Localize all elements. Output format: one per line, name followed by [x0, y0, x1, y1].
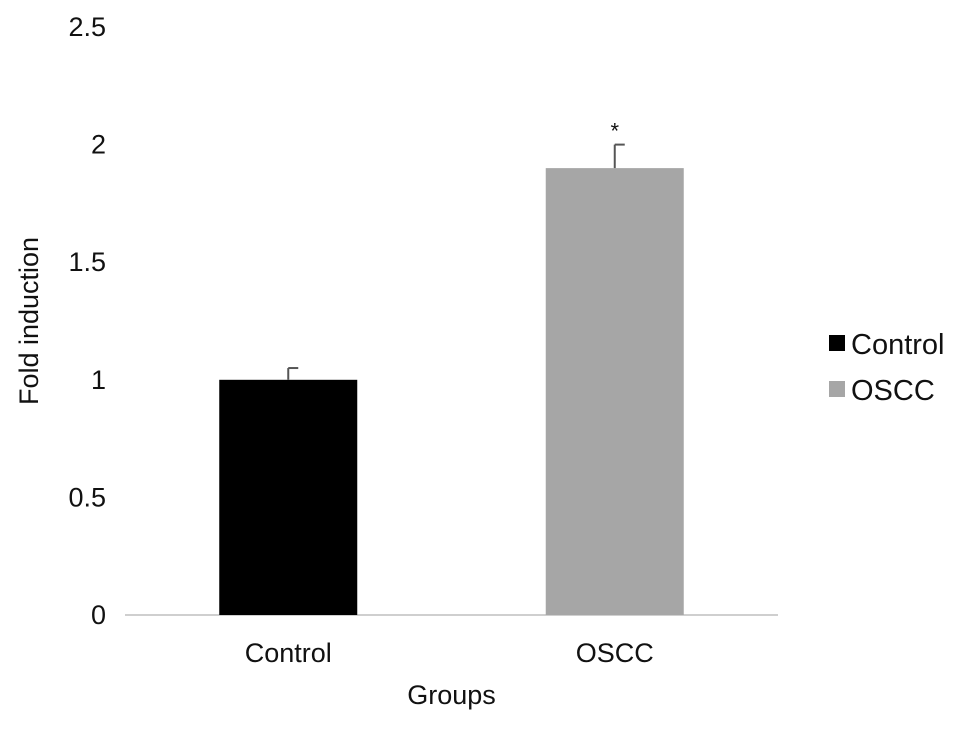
- x-axis-title: Groups: [407, 680, 496, 710]
- legend-label: Control: [851, 329, 945, 361]
- significance-marker: *: [610, 119, 619, 144]
- bar-oscc: [545, 168, 684, 615]
- legend-swatch: [829, 335, 845, 351]
- x-tick-label: OSCC: [576, 638, 654, 668]
- y-tick-label: 0.5: [68, 482, 106, 512]
- y-tick-label: 1.5: [68, 247, 106, 277]
- y-tick-label: 1: [91, 365, 106, 395]
- y-tick-label: 2: [91, 130, 106, 160]
- legend-swatch: [829, 381, 845, 397]
- y-tick-label: 0: [91, 600, 106, 630]
- y-axis-title: Fold induction: [14, 237, 44, 405]
- x-tick-labels: Control OSCC: [245, 638, 654, 668]
- legend: Control OSCC: [829, 329, 945, 407]
- bar-control: [219, 379, 358, 615]
- x-tick-label: Control: [245, 638, 332, 668]
- y-tick-labels: 0 0.5 1 1.5 2 2.5: [68, 12, 106, 630]
- y-tick-label: 2.5: [68, 12, 106, 42]
- bars: *: [219, 119, 684, 615]
- legend-label: OSCC: [851, 375, 935, 407]
